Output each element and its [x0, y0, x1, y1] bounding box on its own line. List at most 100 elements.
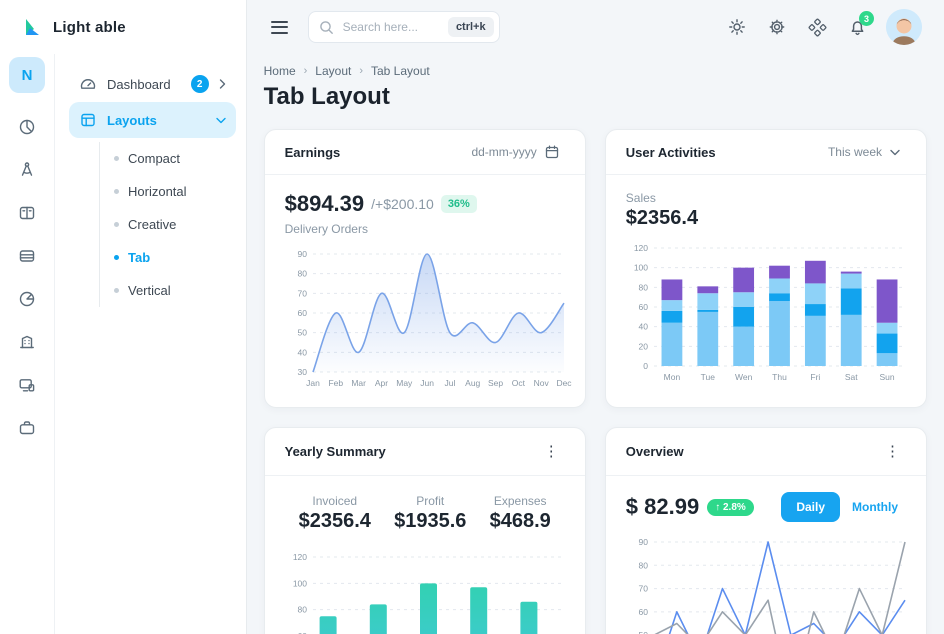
sidebar-item-label: Layouts [107, 112, 157, 128]
user-avatar[interactable] [886, 9, 922, 45]
svg-text:70: 70 [638, 584, 648, 594]
breadcrumb-home[interactable]: Home [263, 64, 296, 78]
overview-chart: 2030405060708090 [626, 536, 906, 634]
pie-chart-icon[interactable] [18, 118, 36, 136]
search-box[interactable]: ctrl+k [307, 11, 500, 43]
svg-text:Wen: Wen [735, 372, 753, 382]
sales-value: $2356.4 [625, 207, 699, 229]
notifications-bell-icon[interactable]: 3 [840, 10, 874, 44]
svg-text:Sat: Sat [845, 372, 858, 382]
sidebar-item-label: Vertical [128, 283, 171, 298]
svg-text:50: 50 [297, 328, 307, 338]
hamburger-menu-icon[interactable] [267, 17, 292, 38]
calendar-icon [545, 145, 558, 159]
shortcut-badge: ctrl+k [447, 17, 494, 37]
earnings-chart: 30 40 50 60 70 80 90 Jan Feb Mar Apr May Jun Jul Aug Se… [285, 248, 572, 395]
table-rows-icon[interactable] [18, 247, 36, 265]
sidebar-item-layouts[interactable]: Layouts [69, 102, 236, 138]
svg-text:Fri: Fri [810, 372, 820, 382]
chevron-down-icon [890, 149, 900, 155]
sidebar-item-tab[interactable]: Tab [100, 241, 236, 274]
earnings-amount: $894.39 [284, 191, 365, 216]
monthly-button[interactable]: Monthly [844, 492, 906, 522]
dashboard-badge: 2 [190, 75, 209, 93]
building-icon[interactable] [18, 333, 36, 351]
search-input[interactable] [340, 19, 441, 35]
breadcrumb-layout[interactable]: Layout [315, 64, 352, 78]
card-title: Earnings [284, 144, 341, 160]
sidebar: Light able N [0, 0, 247, 634]
breadcrumb-current: Tab Layout [371, 64, 430, 78]
earnings-percent-badge: 36% [440, 195, 477, 213]
svg-text:60: 60 [297, 631, 307, 634]
daily-button[interactable]: Daily [781, 492, 840, 522]
svg-text:Mon: Mon [663, 372, 680, 382]
sidebar-item-dashboard[interactable]: Dashboard 2 [69, 66, 236, 102]
reader-icon[interactable] [18, 204, 36, 222]
svg-text:120: 120 [634, 243, 648, 253]
svg-text:Aug: Aug [465, 378, 480, 388]
yearly-summary-card: Yearly Summary ⋮ Invoiced $2356.4 Profit… [263, 427, 586, 634]
svg-text:50: 50 [638, 630, 648, 634]
icon-rail: N [0, 54, 55, 634]
filter-label: This week [827, 145, 882, 159]
earnings-delta: /+$200.10 [371, 196, 434, 212]
svg-text:May: May [396, 378, 413, 388]
widgets-diamond-icon[interactable] [800, 10, 834, 44]
sidebar-item-compact[interactable]: Compact [100, 142, 236, 175]
date-picker[interactable]: dd-mm-yyyy [465, 144, 564, 160]
overview-range-toggle: Daily Monthly [781, 492, 906, 522]
sidebar-item-creative[interactable]: Creative [100, 208, 236, 241]
brand[interactable]: Light able [0, 0, 246, 54]
cards-grid: Earnings dd-mm-yyyy $894.39 /+$200.10 [263, 129, 927, 634]
devices-icon[interactable] [18, 376, 36, 394]
bullet-icon [114, 156, 119, 161]
svg-text:20: 20 [638, 341, 648, 351]
sidebar-nav: Dashboard 2 Layouts [55, 54, 246, 634]
sidebar-item-label: Creative [128, 217, 177, 232]
theme-sun-icon[interactable] [720, 10, 754, 44]
week-filter-dropdown[interactable]: This week [822, 144, 906, 160]
page-title: Tab Layout [263, 83, 390, 110]
svg-text:Mar: Mar [351, 378, 366, 388]
svg-text:Thu: Thu [772, 372, 787, 382]
settings-gear-icon[interactable] [760, 10, 794, 44]
kebab-menu-icon[interactable]: ⋮ [879, 442, 906, 461]
card-title: Overview [625, 444, 684, 459]
layouts-submenu: Compact Horizontal Creative Tab [99, 142, 236, 307]
svg-text:100: 100 [634, 263, 648, 273]
svg-text:Jun: Jun [420, 378, 434, 388]
yearly-stats: Invoiced $2356.4 Profit $1935.6 Expenses… [285, 492, 565, 533]
sidebar-item-horizontal[interactable]: Horizontal [100, 175, 236, 208]
card-title: Yearly Summary [284, 444, 386, 459]
svg-text:Jan: Jan [306, 378, 320, 388]
sidebar-columns: N [0, 54, 246, 634]
sidebar-item-vertical[interactable]: Vertical [100, 274, 236, 307]
top-actions: 3 [720, 9, 922, 45]
chevron-right-icon [219, 79, 226, 89]
overview-card: Overview ⋮ $ 82.99 ↑ 2.8% Daily Monthly [604, 427, 927, 634]
briefcase-icon[interactable] [18, 419, 36, 437]
date-placeholder: dd-mm-yyyy [471, 145, 537, 159]
drafting-compass-icon[interactable] [18, 161, 36, 179]
svg-text:80: 80 [638, 560, 648, 570]
svg-text:70: 70 [297, 288, 307, 298]
sidebar-item-label: Horizontal [128, 184, 187, 199]
svg-text:Dec: Dec [556, 378, 572, 388]
sales-label: Sales [625, 191, 656, 205]
bullet-icon [114, 255, 119, 260]
card-title: User Activities [625, 144, 716, 160]
bullet-icon [114, 222, 119, 227]
notification-count-badge: 3 [859, 11, 874, 26]
main-area: ctrl+k [246, 0, 944, 634]
overview-amount: $ 82.99 [625, 494, 700, 519]
rail-profile-button[interactable]: N [9, 57, 45, 93]
pie-chart-alt-icon[interactable] [18, 290, 36, 308]
chevron-down-icon [215, 117, 226, 124]
svg-text:Apr: Apr [374, 378, 387, 388]
earnings-card: Earnings dd-mm-yyyy $894.39 /+$200.10 [263, 129, 586, 408]
kebab-menu-icon[interactable]: ⋮ [538, 442, 565, 461]
svg-text:40: 40 [297, 347, 307, 357]
